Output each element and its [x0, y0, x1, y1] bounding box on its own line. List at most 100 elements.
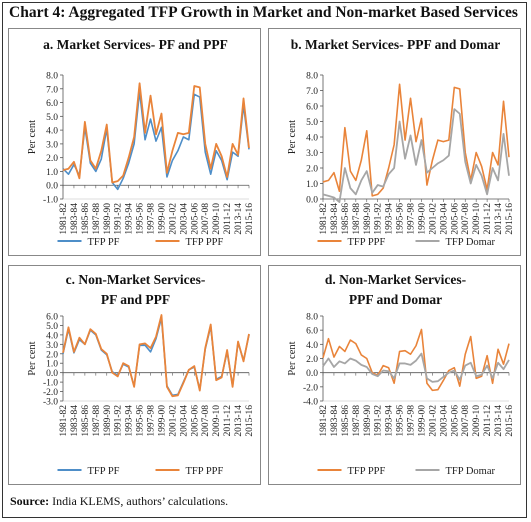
x-tick-label: 1993-94	[125, 405, 135, 437]
x-tick-label: 1987-88	[352, 405, 362, 437]
y-tick-label: -3.0	[43, 398, 58, 408]
y-tick-label: 0.0	[306, 196, 318, 206]
y-tick-label: 2.0	[46, 154, 58, 164]
x-tick-label: 2005-06	[190, 405, 200, 437]
y-tick-label: 0.0	[46, 369, 58, 379]
x-tick-label: 1991-92	[374, 203, 384, 235]
series-line-tfp-domar	[322, 352, 510, 383]
x-tick-label: 2009-10	[212, 203, 222, 235]
panel-market-ppf-domar: b. Market Services- PPF and Domar Per cen…	[268, 28, 521, 256]
x-tick-label: 2013-14	[494, 203, 504, 235]
source-note: Source: India KLEMS, authors’ calculatio…	[10, 494, 228, 509]
x-tick-label: 2015-16	[245, 203, 255, 235]
legend-label: TFP PF	[88, 237, 120, 248]
x-tick-label: 1981-82	[59, 203, 69, 235]
y-axis-label: Per cent	[27, 341, 38, 375]
series-line-tfp-ppf	[62, 82, 250, 184]
x-tick-label: 2013-14	[234, 203, 244, 235]
series-line-tfp-domar	[322, 108, 510, 204]
chart-title: PF and PPF	[101, 292, 170, 307]
y-axis-label: Per cent	[287, 341, 298, 375]
y-tick-label: 2.0	[306, 355, 318, 365]
x-tick-label: 2015-16	[505, 203, 515, 235]
x-tick-label: 1987-88	[352, 203, 362, 235]
chart-title: b. Market Services- PPF and Domar	[291, 37, 500, 52]
x-tick-label: 2003-04	[439, 405, 449, 437]
x-tick-label: 2007-08	[461, 203, 471, 235]
x-tick-label: 1989-90	[363, 203, 373, 235]
chart-market-ppf-domar: b. Market Services- PPF and Domar Per cen…	[287, 37, 515, 248]
x-tick-label: 2001-02	[428, 203, 438, 235]
y-tick-label: 0.0	[46, 182, 58, 192]
y-tick-label: 6.0	[306, 327, 318, 337]
y-tick-label: 6.0	[46, 313, 58, 323]
x-tick-label: 1989-90	[103, 203, 113, 235]
x-tick-label: 1981-82	[319, 405, 329, 437]
x-tick-label: 2013-14	[234, 405, 244, 437]
x-tick-label: 1983-84	[330, 405, 340, 437]
x-tick-label: 1997-98	[407, 405, 417, 437]
y-tick-label: -1.0	[43, 196, 58, 206]
legend-label: TFP PPF	[348, 466, 386, 477]
series-line-tfp-pf	[62, 90, 250, 191]
chart-nonmarket-pf-ppf: c. Non-Market Services- PF and PPF Per cen…	[27, 272, 255, 477]
series-line-tfp-ppf	[62, 314, 250, 398]
x-tick-label: 2005-06	[190, 203, 200, 235]
page-title: Chart 4: Aggregated TFP Growth in Market…	[9, 4, 518, 21]
x-tick-label: 1993-94	[385, 405, 395, 437]
chart-market-pf-ppf: a. Market Services- PF and PPF Per cent -1…	[27, 37, 255, 248]
x-tick-label: 1987-88	[92, 203, 102, 235]
y-tick-label: 2.0	[46, 350, 58, 360]
y-axis-label: Per cent	[287, 120, 298, 154]
chart-title: c. Non-Market Services-	[66, 272, 206, 287]
y-tick-label: -2.0	[43, 388, 58, 398]
chart-title: a. Market Services- PF and PPF	[43, 37, 228, 52]
x-tick-label: 2015-16	[505, 405, 515, 437]
x-tick-label: 2013-14	[494, 405, 504, 437]
x-tick-label: 2011-12	[483, 203, 493, 235]
x-tick-label: 1995-96	[136, 203, 146, 235]
y-tick-label: 1.0	[46, 168, 58, 178]
x-tick-label: 1991-92	[114, 203, 124, 235]
y-tick-label: 5.0	[46, 322, 58, 332]
y-tick-label: 8.0	[306, 72, 318, 82]
chart-title: PPF and Domar	[349, 292, 442, 307]
x-tick-label: 2007-08	[201, 405, 211, 437]
x-tick-label: 2005-06	[450, 405, 460, 437]
x-tick-label: 1983-84	[330, 203, 340, 235]
x-tick-label: 2009-10	[472, 405, 482, 437]
x-tick-label: 1993-94	[385, 203, 395, 235]
y-tick-label: 0.0	[306, 369, 318, 379]
panel-nonmarket-ppf-domar: d. Non-Market Services- PPF and Domar Per …	[268, 265, 521, 485]
x-tick-label: 1991-92	[114, 405, 124, 437]
y-tick-label: 6.0	[46, 99, 58, 109]
panel-nonmarket-pf-ppf: c. Non-Market Services- PF and PPF Per cen…	[8, 265, 261, 485]
legend-label: TFP Domar	[446, 466, 496, 477]
legend-label: TFP PPF	[186, 466, 224, 477]
y-tick-label: -1.0	[43, 379, 58, 389]
legend-label: TFP Domar	[446, 237, 496, 248]
x-tick-label: 1999-00	[417, 405, 427, 437]
source-label: Source:	[10, 494, 50, 508]
chart-frame	[2, 2, 527, 518]
y-tick-label: 1.0	[306, 180, 318, 190]
y-tick-label: 3.0	[46, 140, 58, 150]
x-tick-label: 1999-00	[157, 203, 167, 235]
x-tick-label: 1997-98	[147, 203, 157, 235]
x-tick-label: 2007-08	[201, 203, 211, 235]
y-tick-label: -2.0	[303, 383, 318, 393]
x-tick-label: 2001-02	[168, 203, 178, 235]
x-tick-label: 1995-96	[396, 203, 406, 235]
x-tick-label: 1985-86	[81, 405, 91, 437]
x-tick-label: 2009-10	[212, 405, 222, 437]
y-tick-label: 2.0	[306, 165, 318, 175]
legend-label: TFP PPF	[348, 237, 386, 248]
x-tick-label: 2005-06	[450, 203, 460, 235]
x-tick-label: 2015-16	[245, 405, 255, 437]
x-tick-label: 2001-02	[168, 405, 178, 437]
y-tick-label: 3.0	[306, 149, 318, 159]
chart-title: d. Non-Market Services-	[325, 272, 466, 287]
x-tick-label: 1991-92	[374, 405, 384, 437]
series-line-tfp-ppf	[322, 83, 510, 197]
y-tick-label: -4.0	[303, 398, 318, 408]
